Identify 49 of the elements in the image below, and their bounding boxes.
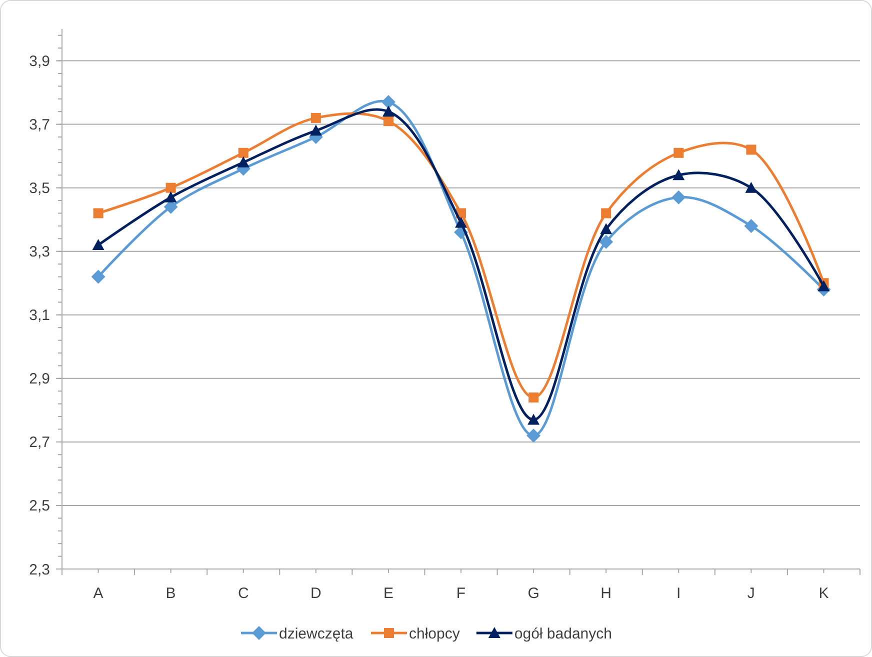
x-tick-label: A (93, 585, 104, 602)
y-tick-label: 2,7 (29, 434, 50, 452)
point (91, 270, 106, 284)
y-tick-label: 3,9 (29, 53, 50, 70)
point (92, 239, 104, 250)
point (455, 216, 467, 228)
point (382, 106, 394, 117)
point (381, 95, 396, 110)
x-tick-label: B (166, 585, 176, 602)
legend-label: ogół badanych (514, 625, 612, 642)
point (237, 156, 250, 168)
y-tick-label: 2,5 (29, 498, 50, 515)
point (818, 280, 830, 292)
point (310, 124, 322, 136)
legend-label: chłopcy (409, 625, 460, 642)
y-tick-label: 3,1 (29, 307, 50, 324)
point (238, 148, 248, 158)
x-tick-label: G (528, 585, 540, 602)
point (310, 112, 321, 123)
x-tick-label: C (238, 585, 249, 602)
point (601, 208, 612, 218)
point (383, 116, 394, 126)
point (528, 414, 540, 425)
x-tick-label: J (747, 585, 755, 602)
x-tick-label: D (310, 585, 322, 602)
point (599, 234, 614, 249)
point (745, 182, 758, 193)
point (746, 144, 756, 155)
point (600, 223, 612, 234)
x-tick-label: F (456, 585, 466, 602)
point (744, 218, 758, 233)
point (528, 392, 539, 402)
y-tick-label: 2,3 (29, 561, 50, 578)
y-tick-label: 3,7 (29, 116, 50, 134)
legend-label: dziewczęta (279, 625, 354, 642)
point (526, 428, 541, 443)
point (672, 190, 686, 204)
point (166, 182, 176, 193)
x-tick-label: E (383, 585, 394, 602)
point (164, 191, 177, 202)
point (674, 148, 684, 158)
y-tick-label: 3,3 (29, 244, 50, 261)
x-tick-label: I (676, 585, 681, 602)
y-tick-label: 2,9 (29, 370, 50, 388)
point (672, 169, 685, 180)
x-tick-label: K (818, 585, 829, 602)
point (93, 208, 104, 218)
y-tick-label: 3,5 (29, 180, 50, 198)
x-tick-label: H (600, 585, 612, 602)
